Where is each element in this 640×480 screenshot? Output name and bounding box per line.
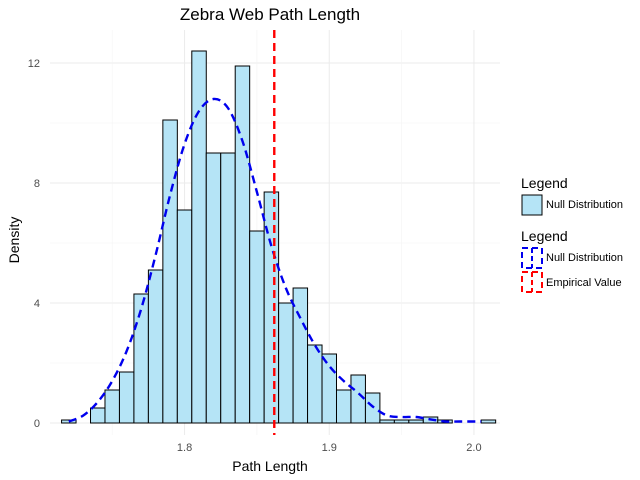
histogram-bar [278,302,294,424]
histogram-bar [307,344,323,424]
histogram-bar [220,152,236,424]
legend-label-null-distribution-fill: Null Distribution [546,199,623,211]
histogram-bar [292,287,309,424]
legend-title-fill: Legend [521,175,568,191]
histogram-bar [118,371,135,424]
histogram-bars [61,50,497,424]
y-tick-label: 8 [34,178,40,190]
histogram-bar [234,65,251,424]
density-curve [68,97,482,423]
x-tick-label: 1.8 [177,442,192,454]
x-axis-ticks: 1.8 1.9 2.0 [177,442,482,454]
legend-label-null-distribution-line: Null Distribution [546,252,623,264]
histogram-bar [379,419,395,424]
y-axis-title: Density [6,217,22,264]
histogram-bar [133,293,149,424]
histogram-bar [249,230,265,424]
x-axis-title: Path Length [232,458,308,474]
histogram-bar [393,419,410,424]
y-tick-label: 4 [34,298,40,310]
histogram-bar [90,407,106,424]
histogram-bar [321,353,337,424]
legend: Legend Null Distribution Legend Null Dis… [521,175,623,293]
histogram-bar [147,269,164,424]
legend-title-lines: Legend [521,228,568,244]
y-axis-ticks: 0 4 8 12 [28,58,40,430]
y-tick-label: 12 [28,58,40,70]
density-curve-path [68,97,482,423]
histogram-bar [104,389,120,424]
histogram-bar [205,152,222,424]
histogram-bar [480,419,497,424]
chart-title: Zebra Web Path Length [180,5,360,24]
histogram-bar [176,209,193,424]
x-tick-label: 1.9 [322,442,337,454]
legend-key-fill [521,194,543,216]
histogram-bar [335,389,352,424]
histogram-bar [191,50,207,424]
legend-label-empirical-value: Empirical Value [546,277,622,289]
histogram-bar [162,119,178,424]
y-tick-label: 0 [34,418,40,430]
histogram-bar [408,419,424,424]
x-tick-label: 2.0 [466,442,481,454]
